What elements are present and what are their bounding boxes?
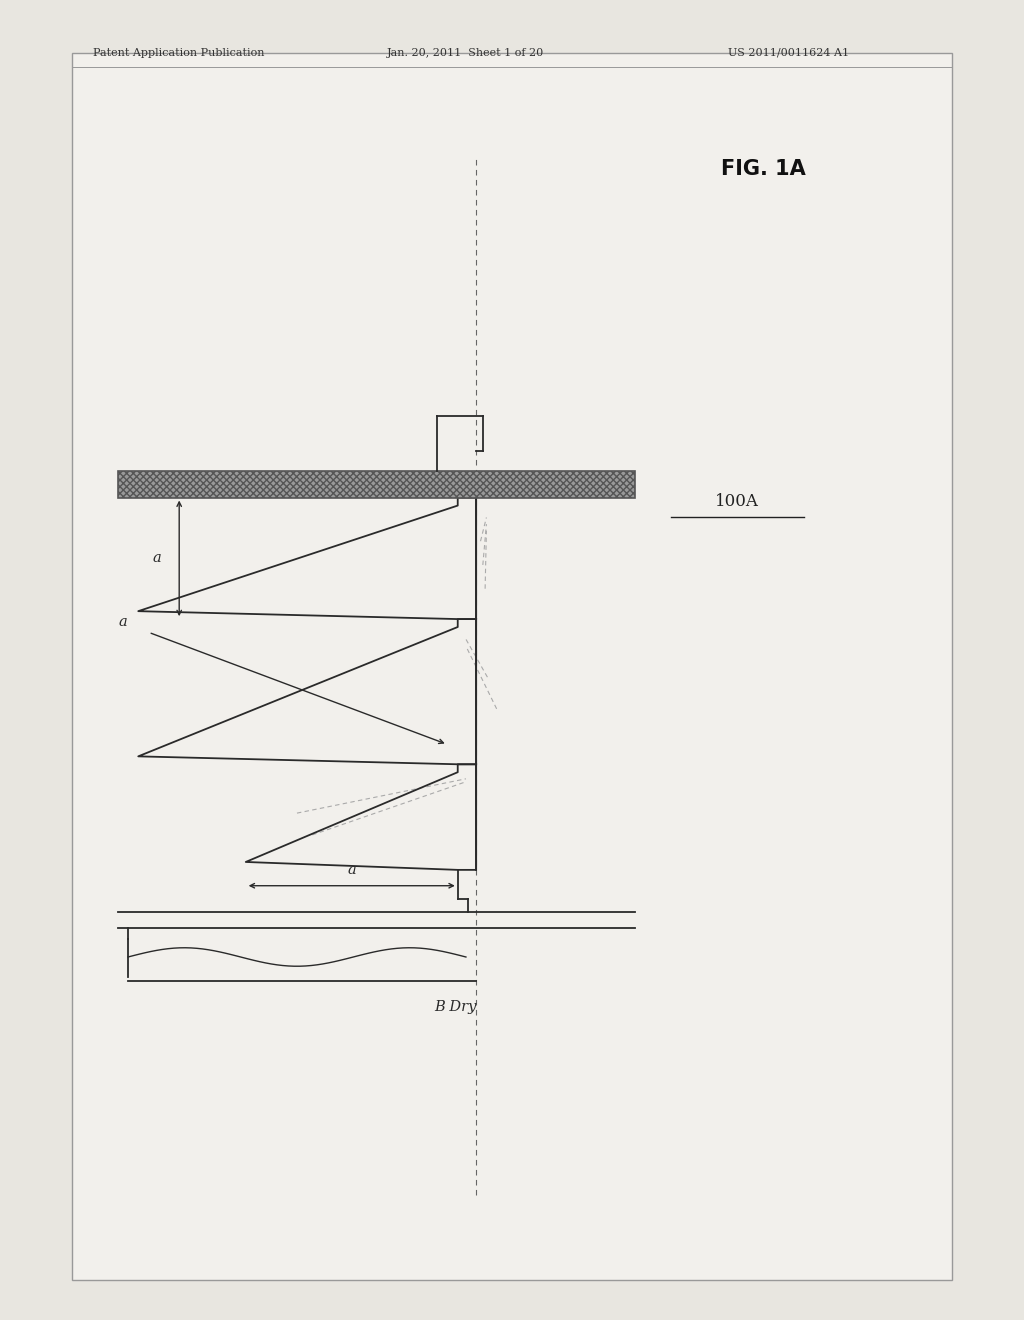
Text: US 2011/0011624 A1: US 2011/0011624 A1 [728, 48, 849, 58]
Text: 100A: 100A [716, 494, 759, 510]
Text: a: a [347, 863, 356, 876]
Text: a: a [119, 615, 127, 628]
Text: Patent Application Publication: Patent Application Publication [93, 48, 265, 58]
Text: a: a [153, 552, 161, 565]
Text: B Dry: B Dry [434, 1001, 477, 1014]
Bar [72, 53, 952, 1280]
Text: FIG. 1A: FIG. 1A [721, 158, 805, 180]
Bar [118, 471, 635, 498]
Text: Jan. 20, 2011  Sheet 1 of 20: Jan. 20, 2011 Sheet 1 of 20 [387, 48, 545, 58]
